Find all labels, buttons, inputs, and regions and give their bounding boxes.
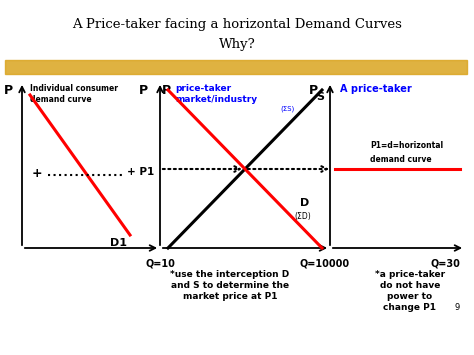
Text: *a price-taker: *a price-taker xyxy=(375,270,445,279)
Text: +: + xyxy=(32,167,43,180)
Text: do not have: do not have xyxy=(380,281,440,290)
Text: S: S xyxy=(316,92,324,102)
Text: (ΣD): (ΣD) xyxy=(294,212,311,221)
Text: P: P xyxy=(162,84,171,97)
Text: 9: 9 xyxy=(455,303,460,312)
Text: (ΣS): (ΣS) xyxy=(280,106,294,113)
Text: A price-taker: A price-taker xyxy=(340,84,412,94)
Text: Individual consumer: Individual consumer xyxy=(30,84,118,93)
Text: market price at P1: market price at P1 xyxy=(183,292,277,301)
Text: and S to determine the: and S to determine the xyxy=(171,281,289,290)
Bar xyxy=(5,60,467,74)
Text: Why?: Why? xyxy=(219,38,255,51)
Text: A Price-taker facing a horizontal Demand Curves: A Price-taker facing a horizontal Demand… xyxy=(72,18,402,31)
Text: + P1: + P1 xyxy=(127,167,154,177)
Text: power to: power to xyxy=(387,292,433,301)
Text: D1: D1 xyxy=(110,238,127,248)
Text: Q=10000: Q=10000 xyxy=(300,258,350,268)
Text: P: P xyxy=(139,84,148,97)
Text: Q=30: Q=30 xyxy=(430,258,460,268)
Text: D: D xyxy=(300,198,309,208)
Text: change P1: change P1 xyxy=(383,303,437,312)
Text: price-taker: price-taker xyxy=(175,84,231,93)
Text: P: P xyxy=(3,84,13,97)
Text: P: P xyxy=(309,84,318,97)
Text: Q=10: Q=10 xyxy=(145,258,175,268)
Text: *use the interception D: *use the interception D xyxy=(170,270,290,279)
Text: demand curve: demand curve xyxy=(30,95,91,104)
Text: P1=d=horizontal: P1=d=horizontal xyxy=(370,141,443,150)
Text: market/industry: market/industry xyxy=(175,95,257,104)
Text: demand curve: demand curve xyxy=(370,155,432,164)
